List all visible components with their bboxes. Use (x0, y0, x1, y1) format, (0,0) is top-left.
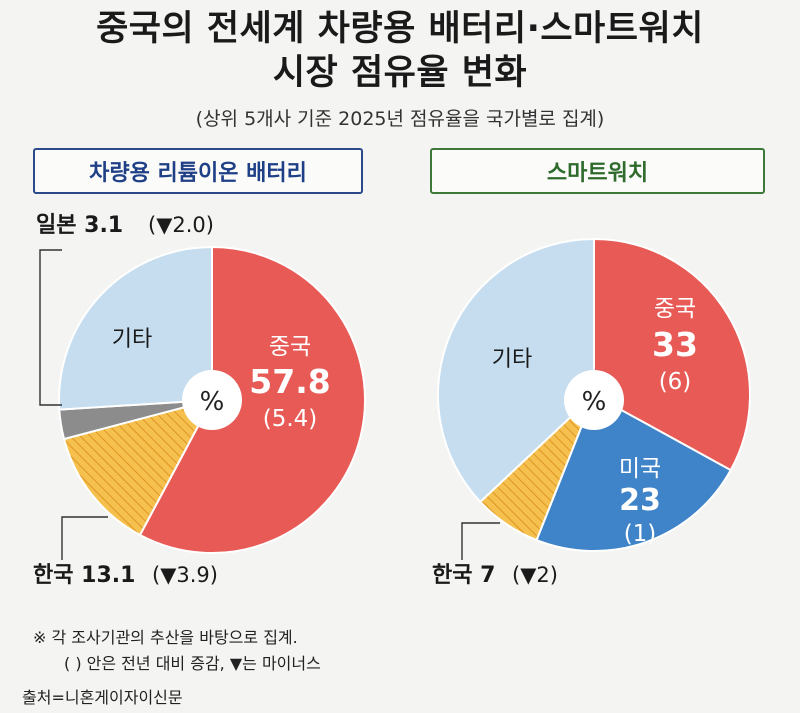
japan-callout-change: (▼2.0) (148, 213, 214, 237)
battery-slice-korea (62, 398, 214, 537)
smartwatch-pie (437, 237, 751, 552)
smartwatch-usa-name: 미국 (619, 456, 661, 482)
battery-other-name: 기타 (112, 327, 152, 352)
smartwatch-other-name: 기타 (492, 347, 532, 372)
battery-china-change: (5.4) (263, 406, 318, 432)
japan-callout-bracket (39, 249, 62, 406)
battery-china-name: 중국 (269, 334, 311, 360)
smartwatch-china-value: 33 (652, 325, 698, 364)
battery-slice-china (138, 245, 366, 554)
korea-battery-leader-line (61, 516, 108, 560)
smartwatch-chart-title: 스마트워치 (430, 148, 765, 194)
smartwatch-usa-change: (1) (624, 521, 657, 547)
smartwatch-center-label: % (582, 387, 607, 417)
source-credit: 출처=니혼게이자이신문 (22, 688, 183, 707)
battery-china-value: 57.8 (249, 362, 330, 401)
smartwatch-slice-china (593, 237, 751, 472)
korea-smartwatch-leader-line (461, 522, 500, 560)
battery-chart-title: 차량용 리튬이온 배터리 (33, 148, 363, 194)
chart-title-line1: 중국의 전세계 차량용 배터리·스마트워치 (96, 9, 704, 49)
korea-battery-callout-change: (▼3.9) (152, 563, 218, 587)
korea-smartwatch-callout-main: 한국 7 (432, 563, 495, 588)
battery-center-circle (182, 370, 242, 430)
smartwatch-slice-usa (535, 393, 733, 552)
smartwatch-center-circle (564, 370, 624, 430)
smartwatch-china-name: 중국 (654, 296, 696, 322)
battery-pie (57, 245, 366, 554)
footnote-legend: ( ) 안은 전년 대비 증감, ▼는 마이너스 (64, 654, 321, 673)
korea-smartwatch-callout-change: (▼2) (512, 563, 558, 587)
smartwatch-china-change: (6) (659, 369, 692, 395)
smartwatch-slice-other (437, 237, 595, 504)
chart-subtitle: (상위 5개사 기준 2025년 점유율을 국가별로 집계) (195, 108, 605, 130)
chart-title-line2: 시장 점유율 변화 (272, 53, 528, 93)
battery-center-label: % (200, 387, 225, 417)
battery-slice-other (57, 245, 213, 411)
smartwatch-usa-value: 23 (619, 483, 661, 518)
footnote-method: ※ 각 조사기관의 추산을 바탕으로 집계. (33, 628, 298, 647)
japan-callout-main: 일본 3.1 (36, 213, 123, 238)
korea-battery-callout-main: 한국 13.1 (33, 563, 135, 588)
